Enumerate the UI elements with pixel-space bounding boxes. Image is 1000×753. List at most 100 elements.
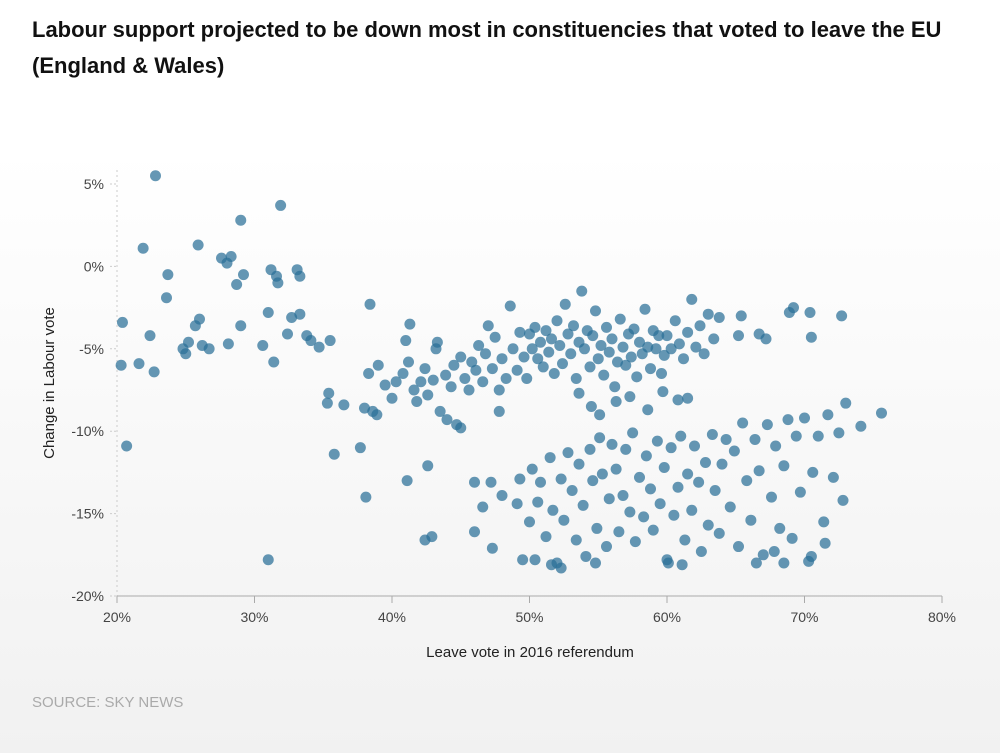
data-point	[609, 381, 621, 393]
y-tick-label: 5%	[84, 176, 104, 192]
data-point	[658, 461, 670, 473]
data-point	[235, 214, 247, 226]
data-point	[782, 414, 794, 426]
data-point	[700, 457, 711, 469]
x-ticks: 20% 30% 40% 50% 60% 70% 80%	[103, 596, 956, 625]
data-point	[679, 534, 691, 546]
data-point	[596, 468, 608, 480]
data-point	[624, 506, 636, 518]
data-point	[137, 242, 149, 254]
data-point	[526, 343, 538, 355]
data-point	[662, 557, 674, 569]
x-tick-label: 70%	[790, 609, 818, 625]
data-point	[514, 473, 526, 485]
data-point	[774, 522, 786, 534]
data-point	[778, 557, 790, 569]
data-point	[419, 363, 431, 375]
data-point	[819, 537, 831, 549]
data-point	[647, 524, 659, 536]
y-axis-label: Change in Labour vote	[41, 307, 58, 459]
data-point	[321, 397, 333, 409]
points	[115, 170, 887, 574]
data-point	[675, 430, 687, 442]
x-tick-label: 30%	[240, 609, 268, 625]
data-point	[631, 371, 643, 383]
data-point	[695, 546, 707, 558]
data-point	[805, 550, 817, 562]
data-point	[555, 473, 567, 485]
data-point	[514, 326, 526, 338]
data-point	[203, 343, 215, 355]
data-point	[390, 376, 402, 388]
data-point	[757, 549, 769, 561]
data-point	[546, 333, 557, 345]
data-point	[408, 384, 420, 396]
data-point	[733, 541, 744, 553]
data-point	[404, 318, 416, 330]
data-point	[359, 402, 370, 414]
data-point	[682, 326, 694, 338]
data-point	[222, 338, 234, 350]
data-point	[262, 554, 274, 566]
data-point	[624, 391, 636, 403]
data-point	[469, 526, 480, 538]
data-point	[559, 298, 571, 310]
data-point	[650, 343, 662, 355]
data-point	[455, 422, 467, 434]
data-point	[524, 516, 535, 528]
data-point	[117, 316, 128, 328]
data-point	[426, 531, 438, 543]
data-point	[482, 320, 494, 332]
data-point	[750, 557, 762, 569]
data-point	[760, 333, 772, 345]
data-point	[654, 498, 666, 510]
data-point	[676, 559, 688, 571]
data-point	[634, 336, 645, 348]
data-point	[788, 302, 799, 314]
data-point	[601, 541, 612, 553]
data-point	[741, 475, 753, 487]
data-point	[665, 343, 677, 355]
data-point	[562, 328, 574, 340]
data-point	[403, 356, 414, 368]
data-point	[568, 320, 579, 332]
data-point	[579, 343, 590, 355]
data-point	[338, 399, 350, 411]
data-point	[566, 485, 578, 497]
data-point	[161, 292, 172, 304]
data-point	[617, 489, 629, 501]
data-point	[640, 450, 652, 462]
data-point	[555, 562, 567, 574]
data-point	[558, 514, 570, 526]
data-point	[459, 372, 471, 384]
data-point	[669, 315, 681, 327]
data-point	[507, 343, 519, 355]
data-point	[477, 501, 489, 513]
y-tick-label: -15%	[71, 506, 104, 522]
data-point	[511, 498, 523, 510]
data-point	[812, 430, 824, 442]
data-point	[610, 463, 622, 475]
data-point	[837, 494, 849, 506]
data-point	[642, 404, 654, 416]
data-point	[590, 305, 601, 317]
data-point	[544, 452, 556, 464]
data-point	[500, 372, 512, 384]
data-point	[150, 170, 161, 182]
data-point	[148, 366, 160, 378]
data-point	[577, 499, 589, 511]
y-tick-label: -5%	[79, 341, 104, 357]
data-point	[702, 308, 714, 320]
data-point	[768, 546, 780, 558]
data-point	[745, 514, 757, 526]
data-point	[822, 409, 834, 421]
data-point	[665, 442, 677, 454]
data-point	[363, 368, 375, 380]
data-point	[537, 361, 549, 373]
data-point	[713, 311, 725, 323]
data-point	[584, 361, 596, 373]
data-point	[634, 471, 645, 483]
data-point	[584, 443, 596, 455]
data-point	[535, 476, 546, 488]
data-point	[415, 376, 427, 388]
